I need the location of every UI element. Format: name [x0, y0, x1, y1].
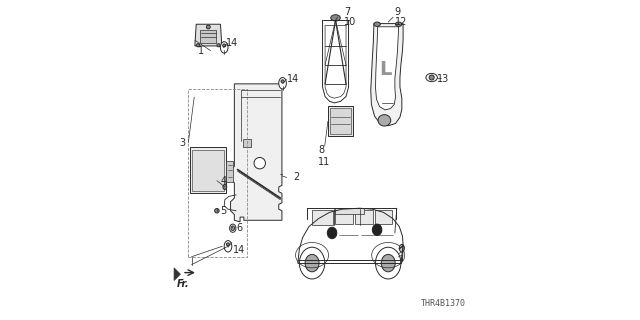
Ellipse shape	[214, 209, 219, 213]
Text: 1: 1	[198, 45, 204, 56]
Polygon shape	[174, 268, 180, 281]
Text: 9: 9	[394, 7, 401, 18]
Bar	[374, 210, 392, 224]
Text: 14: 14	[233, 245, 245, 255]
Text: 5: 5	[220, 206, 227, 216]
Text: THR4B1370: THR4B1370	[421, 299, 466, 308]
Ellipse shape	[331, 15, 340, 21]
Text: Fr.: Fr.	[177, 279, 190, 289]
Polygon shape	[376, 27, 399, 110]
Bar	[328, 106, 353, 136]
Ellipse shape	[327, 227, 337, 239]
Ellipse shape	[196, 44, 200, 47]
Text: 12: 12	[394, 17, 407, 27]
Ellipse shape	[372, 224, 382, 236]
Bar	[227, 161, 233, 182]
Ellipse shape	[374, 22, 380, 27]
Text: 8: 8	[319, 146, 324, 156]
Bar	[193, 150, 224, 191]
Ellipse shape	[300, 247, 324, 279]
Bar	[243, 140, 252, 147]
Ellipse shape	[223, 44, 226, 47]
Text: 4: 4	[220, 176, 226, 186]
Text: 11: 11	[319, 156, 331, 167]
Ellipse shape	[381, 254, 395, 272]
Text: L: L	[379, 60, 391, 79]
Text: 3: 3	[180, 138, 186, 148]
Ellipse shape	[231, 226, 234, 230]
Ellipse shape	[396, 22, 402, 27]
Bar	[190, 147, 227, 193]
Polygon shape	[230, 84, 282, 222]
Ellipse shape	[305, 254, 319, 272]
Ellipse shape	[254, 157, 266, 169]
Ellipse shape	[426, 73, 437, 82]
Bar	[335, 210, 353, 224]
Text: 6: 6	[236, 223, 242, 233]
Bar	[355, 210, 372, 224]
Polygon shape	[371, 24, 403, 126]
Ellipse shape	[207, 25, 211, 29]
Bar	[188, 89, 247, 257]
Ellipse shape	[399, 244, 404, 252]
Bar	[330, 108, 351, 134]
Text: 10: 10	[344, 17, 356, 27]
Text: 13: 13	[437, 74, 450, 84]
Text: 2: 2	[293, 172, 300, 182]
Ellipse shape	[279, 77, 286, 89]
Polygon shape	[195, 24, 222, 46]
Ellipse shape	[378, 115, 391, 126]
Ellipse shape	[223, 185, 227, 189]
Ellipse shape	[217, 44, 220, 47]
Bar	[335, 208, 364, 214]
Bar	[200, 30, 216, 43]
Text: 7: 7	[344, 7, 350, 18]
Ellipse shape	[227, 243, 230, 246]
Ellipse shape	[376, 247, 401, 279]
Ellipse shape	[220, 42, 228, 53]
Ellipse shape	[281, 80, 284, 83]
Ellipse shape	[429, 75, 434, 80]
Text: 14: 14	[287, 74, 299, 84]
Ellipse shape	[224, 241, 232, 252]
Ellipse shape	[230, 224, 236, 232]
Bar	[312, 210, 333, 225]
Text: 14: 14	[227, 38, 239, 48]
